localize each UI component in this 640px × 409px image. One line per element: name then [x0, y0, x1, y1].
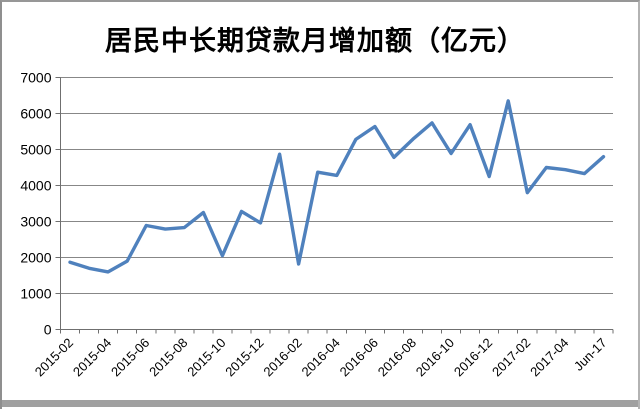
y-axis-tick-label: 5000 — [20, 142, 51, 158]
x-axis-tick-label: 2016-04 — [299, 335, 343, 379]
y-axis-tick-label: 6000 — [20, 106, 51, 122]
x-axis-tick-label: 2016-02 — [260, 335, 304, 379]
y-axis-tick-label: 7000 — [20, 70, 51, 86]
x-axis-tick-label: 2016-10 — [413, 335, 457, 379]
axes — [59, 77, 613, 331]
x-axis-tick-label: 2016-08 — [375, 335, 419, 379]
x-axis-tick-label: 2016-12 — [451, 335, 495, 379]
tick-marks — [55, 77, 614, 334]
x-axis-labels: 2015-022015-042015-062015-082015-102015-… — [32, 335, 610, 379]
x-axis-tick-label: 2015-02 — [32, 335, 76, 379]
gridlines — [60, 77, 613, 294]
x-axis-tick-label: 2017-02 — [489, 335, 533, 379]
x-axis-tick-label: 2016-06 — [337, 335, 381, 379]
chart-title: 居民中长期贷款月增加额（亿元） — [105, 26, 525, 57]
x-axis-tick-label: 2015-08 — [146, 335, 190, 379]
y-axis-labels: 0 1000 2000 3000 4000 5000 6000 7000 — [20, 70, 51, 338]
x-axis-tick-label: 2015-04 — [70, 335, 114, 379]
x-axis-tick-label: 2015-10 — [184, 335, 228, 379]
bottom-window-edge — [2, 400, 638, 407]
y-axis-tick-label: 0 — [44, 322, 52, 338]
x-axis-tick-label: 2015-06 — [108, 335, 152, 379]
series-line — [68, 99, 606, 274]
x-axis-tick-label: 2015-12 — [222, 335, 266, 379]
y-axis-tick-label: 2000 — [20, 250, 51, 266]
y-axis-tick-label: 4000 — [20, 178, 51, 194]
y-axis-tick-label: 3000 — [20, 214, 51, 230]
x-axis-tick-label: 2017-04 — [527, 335, 571, 379]
y-axis-tick-label: 1000 — [20, 286, 51, 302]
x-axis-tick-label: Jun-17 — [571, 335, 610, 374]
